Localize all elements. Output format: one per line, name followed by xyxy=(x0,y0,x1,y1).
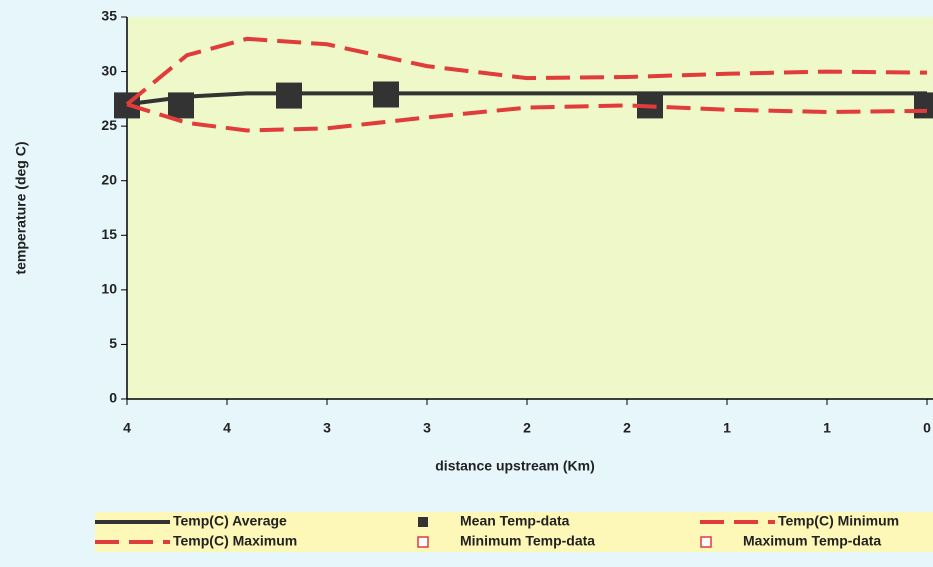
x-tick-label: 1 xyxy=(723,420,731,436)
x-tick-label: 3 xyxy=(423,420,431,436)
legend-label: Temp(C) Minimum xyxy=(778,513,899,529)
y-tick-label: 10 xyxy=(101,281,117,297)
y-tick-label: 15 xyxy=(101,226,117,242)
page: temperature (deg C) distance upstream (K… xyxy=(0,0,933,562)
y-tick-label: 5 xyxy=(109,335,117,351)
y-tick-label: 25 xyxy=(101,117,117,133)
legend-marker xyxy=(701,537,711,547)
legend-label: Temp(C) Maximum xyxy=(173,533,297,549)
legend-label: Mean Temp-data xyxy=(460,513,570,529)
y-tick-label: 30 xyxy=(101,62,117,78)
legend-marker xyxy=(418,517,428,527)
x-tick-label: 4 xyxy=(123,420,131,436)
data-point xyxy=(373,81,399,107)
x-tick-label: 0 xyxy=(923,420,931,436)
y-tick-label: 20 xyxy=(101,171,117,187)
y-tick-label: 35 xyxy=(101,8,117,24)
x-tick-label: 2 xyxy=(623,420,631,436)
legend-label: Maximum Temp-data xyxy=(743,533,881,549)
legend-label: Minimum Temp-data xyxy=(460,533,595,549)
y-tick-label: 0 xyxy=(109,390,117,406)
data-point xyxy=(168,92,194,118)
x-axis-label: distance upstream (Km) xyxy=(435,458,594,474)
data-point xyxy=(276,83,302,109)
x-tick-label: 4 xyxy=(223,420,231,436)
x-tick-label: 3 xyxy=(323,420,331,436)
data-point xyxy=(914,92,933,118)
legend-marker xyxy=(418,537,428,547)
y-axis-label: temperature (deg C) xyxy=(13,141,29,274)
x-tick-label: 2 xyxy=(523,420,531,436)
x-tick-label: 1 xyxy=(823,420,831,436)
chart: temperature (deg C) distance upstream (K… xyxy=(0,0,933,562)
plot-area xyxy=(127,17,933,399)
legend-label: Temp(C) Average xyxy=(173,513,287,529)
